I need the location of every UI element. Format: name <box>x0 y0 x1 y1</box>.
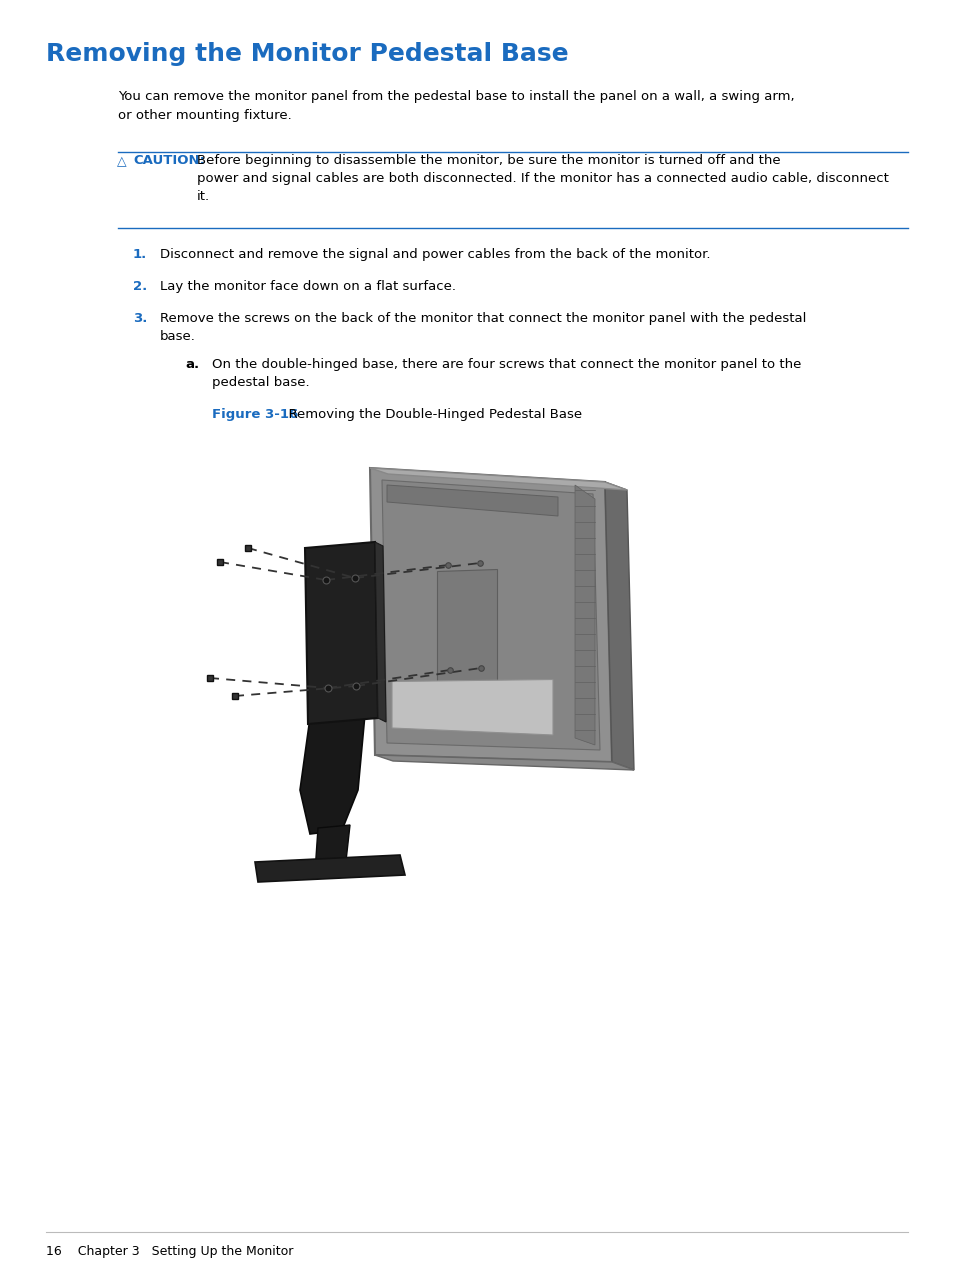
Text: a.: a. <box>185 358 199 371</box>
Polygon shape <box>437 569 497 691</box>
Text: Removing the Double-Hinged Pedestal Base: Removing the Double-Hinged Pedestal Base <box>280 408 581 420</box>
Polygon shape <box>299 714 365 834</box>
Text: Remove the screws on the back of the monitor that connect the monitor panel with: Remove the screws on the back of the mon… <box>160 312 805 343</box>
Text: Lay the monitor face down on a flat surface.: Lay the monitor face down on a flat surf… <box>160 279 456 293</box>
Text: Figure 3-16: Figure 3-16 <box>212 408 298 420</box>
Text: Disconnect and remove the signal and power cables from the back of the monitor.: Disconnect and remove the signal and pow… <box>160 248 710 262</box>
Text: You can remove the monitor panel from the pedestal base to install the panel on : You can remove the monitor panel from th… <box>118 90 794 122</box>
Polygon shape <box>314 826 350 872</box>
Polygon shape <box>370 469 612 762</box>
Polygon shape <box>387 485 558 516</box>
Polygon shape <box>375 542 386 723</box>
Polygon shape <box>392 679 553 735</box>
Polygon shape <box>375 754 634 770</box>
Polygon shape <box>370 469 626 490</box>
Text: 2.: 2. <box>132 279 147 293</box>
Text: △: △ <box>117 155 127 168</box>
Polygon shape <box>381 480 599 751</box>
Polygon shape <box>305 542 377 724</box>
Polygon shape <box>575 485 595 745</box>
Text: Removing the Monitor Pedestal Base: Removing the Monitor Pedestal Base <box>46 42 568 66</box>
Polygon shape <box>254 855 405 881</box>
Text: 1.: 1. <box>132 248 147 262</box>
Text: 16    Chapter 3   Setting Up the Monitor: 16 Chapter 3 Setting Up the Monitor <box>46 1245 294 1259</box>
Polygon shape <box>604 483 634 770</box>
Text: CAUTION:: CAUTION: <box>132 154 205 166</box>
Text: Before beginning to disassemble the monitor, be sure the monitor is turned off a: Before beginning to disassemble the moni… <box>196 154 888 203</box>
Text: 3.: 3. <box>132 312 147 325</box>
Text: On the double-hinged base, there are four screws that connect the monitor panel : On the double-hinged base, there are fou… <box>212 358 801 389</box>
